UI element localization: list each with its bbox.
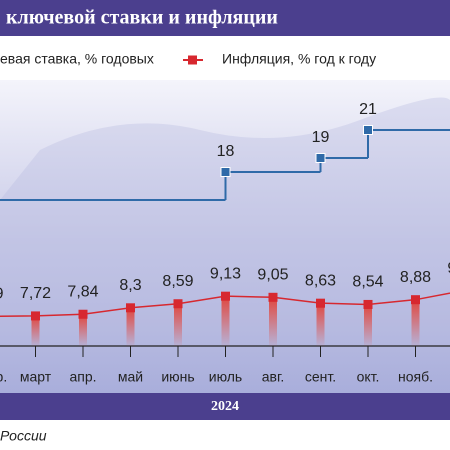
value-label: 7,69	[0, 286, 4, 303]
value-label: 7,72	[20, 285, 51, 302]
legend-marker	[188, 55, 197, 65]
x-tick-label: окт.	[357, 369, 380, 385]
value-label: 8,54	[352, 274, 383, 291]
rate-marker	[220, 167, 231, 177]
title-bar	[0, 0, 450, 36]
inflation-marker	[411, 295, 420, 305]
rate-marker	[363, 125, 373, 135]
inflation-marker	[126, 303, 135, 313]
drop-bar	[31, 315, 40, 346]
drop-bar	[316, 303, 325, 346]
drop-bar	[364, 304, 372, 346]
value-label: 7,84	[67, 283, 98, 300]
chart-title: ключевой ставки и инфляции	[6, 7, 278, 29]
legend: евая ставка, % годовых Инфляция, % год к …	[0, 51, 376, 67]
value-label: 9,13	[210, 265, 241, 282]
drop-bar	[269, 297, 277, 346]
drop-bar	[79, 314, 87, 346]
value-label: 8,59	[162, 273, 193, 290]
value-label: 8,88	[400, 269, 431, 286]
map-shape	[0, 97, 450, 330]
drop-bar	[411, 299, 420, 346]
value-label: 19	[312, 129, 330, 146]
x-tick-label: июнь	[161, 369, 194, 385]
inflation-marker	[78, 309, 88, 319]
inflation-marker	[316, 298, 325, 308]
x-tick-label: март	[20, 369, 52, 385]
drop-bar	[174, 303, 182, 346]
x-tick-label: май	[118, 369, 143, 385]
inflation-marker	[363, 299, 373, 309]
inflation-marker	[221, 291, 230, 301]
x-tick-label: июль	[209, 369, 242, 385]
x-tick-label: нояб.	[398, 369, 433, 385]
rate-marker	[315, 153, 326, 163]
value-label: 8,63	[305, 272, 336, 289]
value-label: 9,52	[447, 260, 450, 277]
x-tick-label: февр.	[0, 369, 7, 385]
value-label: 21	[359, 101, 377, 118]
value-label: 18	[217, 143, 235, 160]
x-tick-label: апр.	[69, 369, 96, 385]
year-bar	[0, 393, 450, 420]
legend-label: Инфляция, % год к году	[222, 51, 376, 67]
legend-label: евая ставка, % годовых	[0, 51, 154, 67]
inflation-marker	[173, 299, 183, 309]
inflation-marker	[268, 292, 278, 302]
x-tick-label: авг.	[262, 369, 285, 385]
inflation-marker	[31, 311, 40, 321]
drop-bar	[126, 307, 135, 346]
x-tick-label: сент.	[305, 369, 336, 385]
drop-bar	[221, 296, 230, 346]
value-label: 9,05	[257, 267, 288, 284]
source: России	[0, 428, 47, 444]
plot: февр. март апр. май июнь июль авг. сент. окт. ноя…	[0, 101, 450, 385]
year-label: 2024	[211, 399, 239, 414]
value-label: 8,3	[119, 277, 141, 294]
